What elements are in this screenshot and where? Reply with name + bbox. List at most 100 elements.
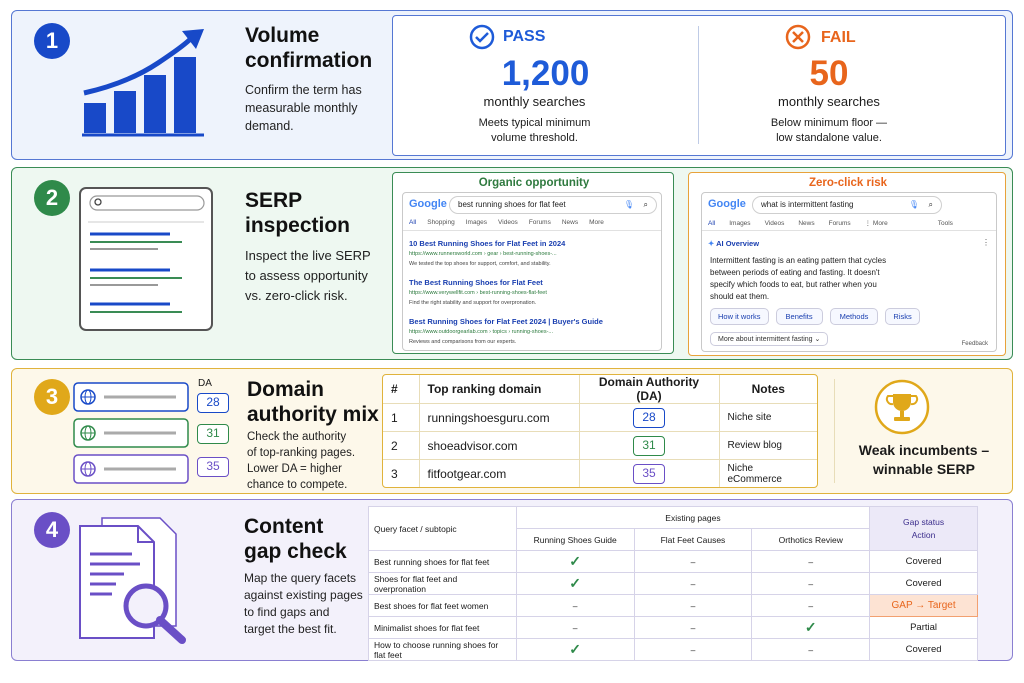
fail-value: 50 (809, 54, 849, 93)
step-description: Check the authority of top-ranking pages.… (247, 431, 356, 491)
serp-search-input[interactable]: what is intermittent fasting 🎙︎ ⌕ (752, 196, 942, 214)
domain-cell: shoeadvisor.com (419, 431, 579, 460)
tab-forums[interactable]: Forums (828, 220, 851, 227)
facet-cell: Best shoes for flat feet women (368, 594, 517, 617)
serp-search-input[interactable]: best running shoes for flat feet 🎙︎ ⌕ (449, 196, 657, 214)
tab-news[interactable]: News (798, 220, 815, 227)
kebab-menu-icon[interactable]: ⋮ (982, 238, 990, 247)
ai-overview-header: ✦ AI Overview (708, 239, 760, 248)
tab-videos[interactable]: Videos (498, 219, 518, 226)
note-cell: Review blog (719, 431, 817, 460)
bar-chart-icon (82, 29, 204, 137)
step-number-badge: 2 (34, 180, 70, 216)
column-header: Gap status Action (869, 506, 978, 551)
column-header: Query facet / subtopic (368, 506, 517, 551)
column-header: Running Shoes Guide (515, 528, 635, 551)
chip-benefits[interactable]: Benefits (775, 308, 823, 325)
document-magnifier-icon (79, 517, 186, 644)
result-snippet: Reviews and comparisons from our experts… (409, 339, 517, 345)
mic-icon[interactable]: 🎙︎ (908, 200, 919, 209)
divider (834, 379, 835, 483)
step-title: Content gap check (244, 515, 347, 563)
row-number: 1 (383, 403, 420, 432)
tab-forums[interactable]: Forums (528, 219, 551, 226)
table-row: How to choose running shoes for flat fee… (368, 638, 978, 661)
card-label: Zero-click risk (809, 177, 887, 189)
divider (698, 26, 699, 144)
zero-click-risk-card: Zero-click risk Google what is intermitt… (688, 172, 1006, 356)
dash-cell: – (515, 594, 635, 617)
feedback-link[interactable]: Feedback (961, 341, 988, 347)
da-column-label: DA (198, 378, 212, 389)
pass-note: Meets typical minimum volume threshold. (478, 117, 591, 144)
result-title[interactable]: The Best Running Shoes for Flat Feet (409, 278, 543, 287)
result-snippet: We tested the top shoes for support, com… (409, 261, 551, 267)
dash-cell: – (633, 638, 753, 661)
dash-cell: – (751, 550, 871, 573)
tab-news[interactable]: News (561, 219, 579, 226)
table-header-row: Query facet / subtopic Existing pages Ga… (368, 506, 978, 551)
chip-methods[interactable]: Methods (829, 308, 879, 325)
x-circle-icon (785, 24, 811, 50)
check-icon: ✓ (515, 550, 635, 573)
column-header: # (383, 375, 420, 404)
facet-cell: Minimalist shoes for flat feet (368, 616, 517, 639)
mic-icon[interactable]: 🎙︎ (623, 200, 634, 209)
status-cell: Covered (869, 638, 978, 661)
tab-all[interactable]: All (708, 220, 716, 227)
dash-cell: – (751, 594, 871, 617)
domain-authority-table: # Top ranking domain Domain Authority (D… (383, 375, 817, 487)
tab-more[interactable]: ⋮ More (864, 220, 888, 227)
pass-label: PASS (503, 28, 546, 45)
serp-screenshot: Google best running shoes for flat feet … (402, 192, 662, 351)
da-badge: 28 (197, 393, 229, 413)
divider (702, 230, 996, 231)
row-number: 3 (383, 459, 420, 487)
column-header: Orthotics Review (751, 528, 871, 551)
tab-videos[interactable]: Videos (764, 220, 785, 227)
google-logo: Google (409, 198, 447, 210)
result-title[interactable]: Best Running Shoes for Flat Feet 2024 | … (409, 317, 603, 326)
card-label: Organic opportunity (478, 177, 590, 189)
chip-how-it-works[interactable]: How it works (710, 308, 769, 325)
search-icon[interactable]: ⌕ (928, 200, 933, 209)
tab-tools[interactable]: Tools (937, 220, 953, 227)
ai-overview-text: Intermittent fasting is an eating patter… (710, 256, 887, 301)
result-url: https://www.runnersworld.com › gear › be… (409, 251, 557, 257)
domain-cell: fitfootgear.com (427, 466, 507, 481)
da-badge: 31 (197, 424, 229, 444)
dash-cell: – (633, 550, 753, 573)
note-cell: Niche site (719, 403, 817, 432)
fail-label: FAIL (821, 29, 856, 46)
dash-cell: – (633, 572, 753, 595)
facet-cell: How to choose running shoes for flat fee… (368, 638, 517, 661)
da-badge: 28 (633, 407, 665, 428)
da-badge: 35 (197, 457, 229, 477)
tab-images[interactable]: Images (465, 219, 488, 226)
step-description: Confirm the term has measurable monthly de… (245, 83, 362, 133)
column-header: Existing pages (515, 506, 871, 529)
step-content-gap-panel: 4 Content gap check Map the query facets a… (11, 499, 1013, 661)
check-icon: ✓ (515, 638, 635, 661)
table-row: Best running shoes for flat feet ✓ – – C… (368, 550, 978, 573)
result-title[interactable]: 10 Best Running Shoes for Flat Feet in 2… (409, 239, 566, 248)
tab-images[interactable]: Images (729, 220, 751, 227)
step-description: Inspect the live SERP to assess opportuni… (245, 248, 371, 303)
trophy-icon (874, 379, 930, 435)
table-header-row: Running Shoes Guide Flat Feet Causes Ort… (369, 528, 978, 551)
search-icon[interactable]: ⌕ (643, 200, 648, 209)
chevron-down-icon: ⌄ (814, 336, 821, 343)
chip-risks[interactable]: Risks (885, 308, 920, 325)
tab-shopping[interactable]: Shopping (427, 219, 455, 226)
organic-opportunity-card: Organic opportunity Google best running … (392, 172, 674, 354)
tab-more[interactable]: More (589, 219, 604, 226)
table-row: Best shoes for flat feet women – – – GAP… (368, 594, 978, 617)
status-cell: Covered (869, 572, 978, 595)
step-description: Map the query facets against existing pag… (244, 571, 363, 636)
step-number-badge: 3 (34, 379, 70, 415)
more-about-button[interactable]: More about intermittent fasting ⌄ (710, 332, 829, 346)
tab-all[interactable]: All (409, 219, 417, 226)
column-header: Domain Authority (DA) (578, 375, 720, 404)
table-row: 3 fitfootgear.com 35 Niche eCommerce (383, 459, 817, 487)
column-header: Notes (719, 375, 817, 404)
